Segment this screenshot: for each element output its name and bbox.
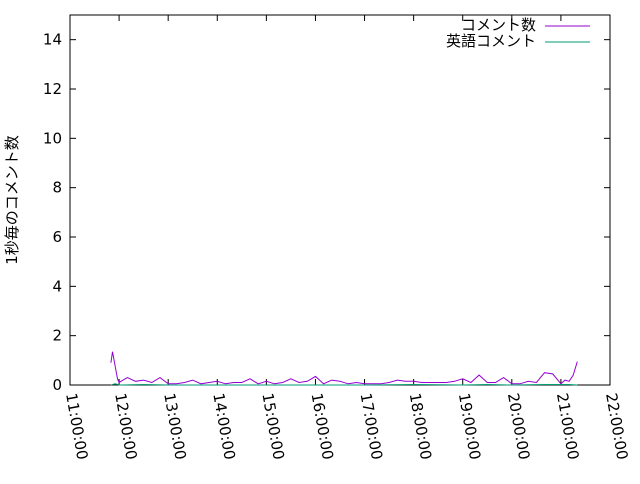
- x-tick-label: 11:00:00: [62, 392, 91, 461]
- y-tick-label: 0: [52, 376, 62, 394]
- series-line-1: [110, 383, 578, 386]
- y-tick-label: 6: [52, 228, 62, 246]
- x-tick-label: 15:00:00: [258, 392, 287, 461]
- x-tick-label: 22:00:00: [602, 392, 631, 461]
- x-tick-label: 19:00:00: [455, 392, 484, 461]
- y-tick-label: 2: [52, 327, 62, 345]
- y-tick-label: 12: [43, 80, 62, 98]
- x-tick-label: 17:00:00: [357, 392, 386, 461]
- legend: コメント数 英語コメント: [446, 16, 590, 50]
- series-line-0: [110, 351, 578, 385]
- y-tick-label: 8: [52, 179, 62, 197]
- x-tick-label: 12:00:00: [111, 392, 140, 461]
- x-tick-label: 20:00:00: [504, 392, 533, 461]
- x-tick-label: 21:00:00: [553, 392, 582, 461]
- x-tick-label: 18:00:00: [406, 392, 435, 461]
- legend-label-0: コメント数: [461, 16, 536, 34]
- y-axis-label: 1秒毎のコメント数: [3, 135, 21, 265]
- x-tick-label: 13:00:00: [160, 392, 189, 461]
- x-tick-label: 14:00:00: [209, 392, 238, 461]
- y-tick-label: 14: [43, 31, 62, 49]
- y-tick-label: 10: [43, 129, 62, 147]
- x-tick-label: 16:00:00: [308, 392, 337, 461]
- plot-border: [69, 14, 611, 386]
- legend-label-1: 英語コメント: [446, 32, 536, 50]
- y-tick-label: 4: [52, 277, 62, 295]
